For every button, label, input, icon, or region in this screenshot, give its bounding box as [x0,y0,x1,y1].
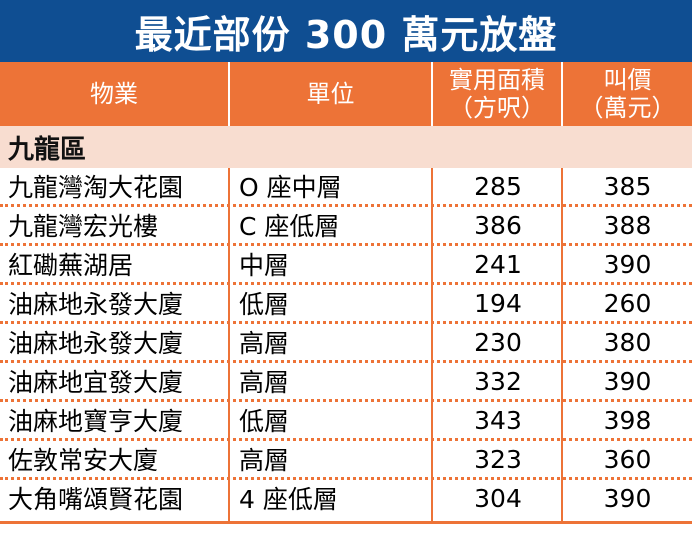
cell-area: 343 [474,405,522,435]
header-divider [228,62,230,126]
header-divider [561,62,563,126]
cell-unit: 中層 [239,251,290,280]
table-row: 油麻地永發大廈 低層 194 260 [0,285,692,324]
cell-area: 386 [474,210,522,240]
table-row: 油麻地宜發大廈 高層 332 390 [0,363,692,402]
cell-area: 323 [474,444,522,474]
cell-price: 385 [603,171,652,201]
cell-unit: C 座低層 [239,212,340,241]
cell-price: 390 [603,249,652,279]
header-divider [431,62,433,126]
header-property: 物業 [0,62,228,126]
table-title: 最近部份 300 萬元放盤 [0,0,692,62]
cell-unit: 4 座低層 [239,485,338,514]
table-bottom-rule [0,521,692,524]
table-row: 大角嘴頌賢花園 4 座低層 304 390 [0,480,692,519]
header-price: 叫價 （萬元） [563,62,692,126]
header-area-label: 實用面積 [449,66,545,94]
table-row: 油麻地寶亨大廈 低層 343 398 [0,402,692,441]
header-unit-label: 單位 [306,80,355,108]
cell-area: 230 [474,327,522,357]
table-row: 九龍灣宏光樓 C 座低層 386 388 [0,207,692,246]
cell-property: 油麻地宜發大廈 [8,368,184,397]
cell-area: 285 [474,171,522,201]
cell-property: 佐敦常安大廈 [8,446,159,475]
table-row: 油麻地永發大廈 高層 230 380 [0,324,692,363]
cell-price: 398 [603,405,652,435]
cell-price: 390 [603,366,652,396]
cell-property: 九龍灣淘大花園 [8,173,184,202]
cell-unit: 低層 [239,407,290,436]
header-unit: 單位 [230,62,431,126]
cell-property: 油麻地永發大廈 [8,290,184,319]
cell-unit: O 座中層 [239,173,342,202]
cell-unit: 高層 [239,329,290,358]
region-label: 九龍區 [8,134,87,165]
cell-property: 大角嘴頌賢花園 [8,485,184,514]
cell-price: 260 [603,288,652,318]
column-divider [228,168,230,521]
cell-price: 360 [603,444,652,474]
cell-price: 390 [603,483,652,513]
column-divider [561,168,563,521]
cell-unit: 低層 [239,290,290,319]
header-property-label: 物業 [90,80,138,108]
table-row: 紅磡蕪湖居 中層 241 390 [0,246,692,285]
cell-area: 332 [474,366,522,396]
cell-unit: 高層 [239,446,290,475]
cell-property: 油麻地永發大廈 [8,329,184,358]
cell-price: 388 [603,210,652,240]
region-row: 九龍區 [0,126,692,168]
column-divider [431,168,433,521]
cell-property: 油麻地寶亨大廈 [8,407,184,436]
table-row: 九龍灣淘大花園 O 座中層 285 385 [0,168,692,207]
cell-property: 紅磡蕪湖居 [8,251,134,280]
cell-area: 241 [474,249,522,279]
header-row: 物業 單位 實用面積 （方呎） 叫價 （萬元） [0,62,692,126]
table-row: 佐敦常安大廈 高層 323 360 [0,441,692,480]
cell-area: 304 [474,483,522,513]
header-price-unit: （萬元） [579,94,676,122]
header-area: 實用面積 （方呎） [433,62,561,126]
cell-area: 194 [474,288,522,318]
cell-price: 380 [603,327,652,357]
header-price-label: 叫價 [603,66,652,94]
header-area-unit: （方呎） [449,94,545,122]
cell-unit: 高層 [239,368,290,397]
cell-property: 九龍灣宏光樓 [8,212,159,241]
